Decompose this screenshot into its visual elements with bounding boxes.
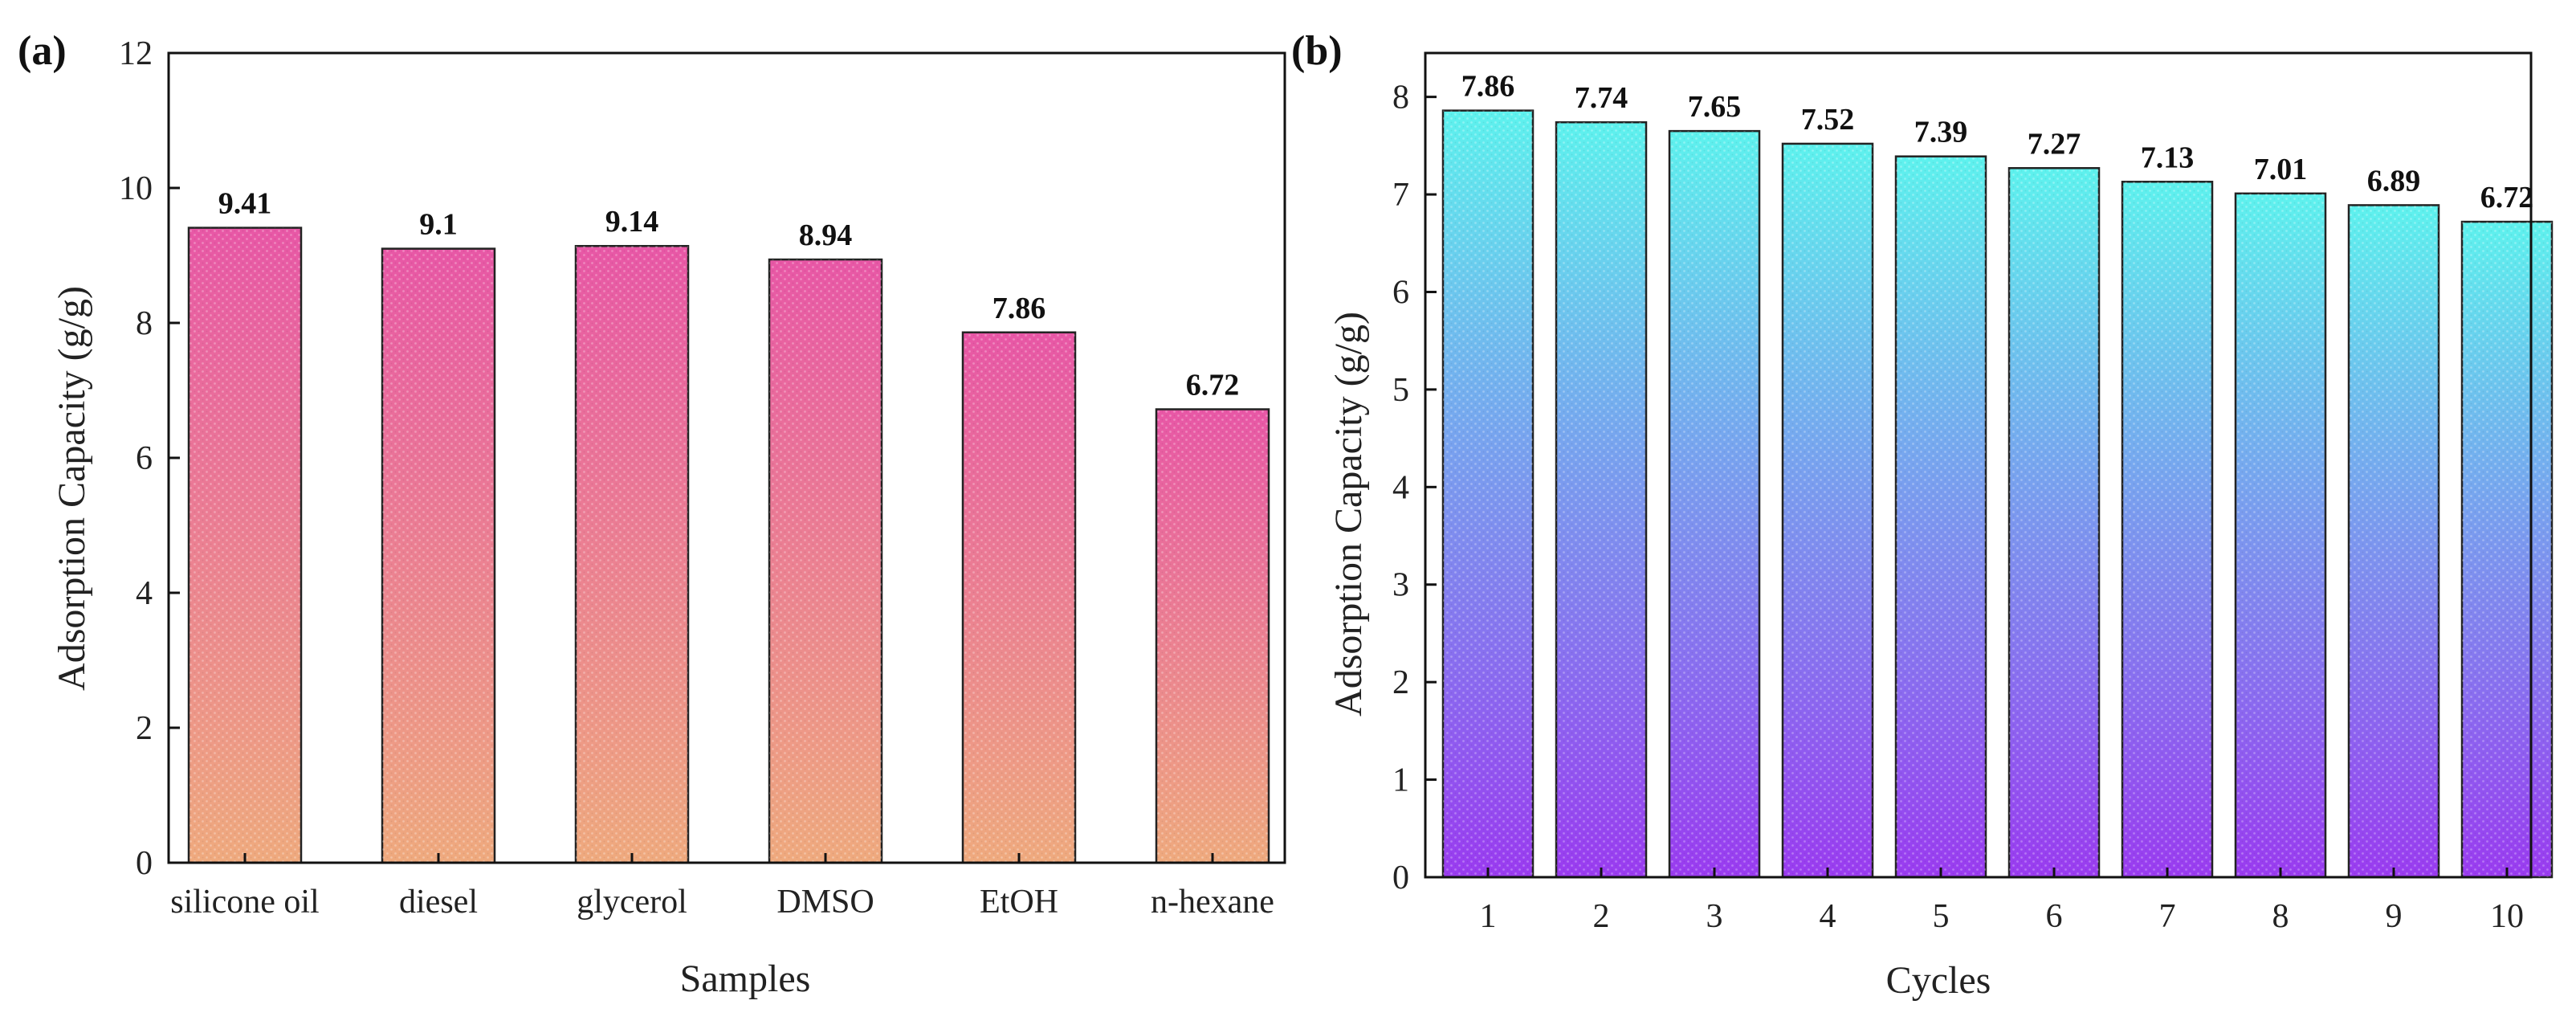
panel-b-xtick-label: 1: [1480, 898, 1497, 935]
panel-b-ytick-label: 7: [1392, 177, 1409, 214]
panel-a-ytick-label: 10: [119, 170, 153, 207]
panel-b-xtick-label: 5: [1933, 898, 1950, 935]
panel-a-xtick-label: diesel: [399, 884, 478, 921]
panel-a-xtick-label: DMSO: [776, 884, 874, 921]
panel-a-ytick-label: 8: [136, 305, 153, 342]
panel-b-value-label: 7.01: [2254, 153, 2308, 186]
panel-b-xtick-label: 3: [1706, 898, 1723, 935]
panel-a-value-label: 9.41: [218, 187, 272, 221]
panel-b-bar-texture: [2122, 182, 2212, 878]
panel-a-bar-texture: [963, 332, 1075, 863]
panel-b-xtick-label: 4: [1820, 898, 1836, 935]
panel-a-bar-texture: [1156, 409, 1269, 863]
panel-b-xtick-label: 9: [2386, 898, 2403, 935]
panel-a-bar-texture: [769, 259, 882, 863]
panel-a-value-label: 9.1: [419, 208, 458, 242]
panel-a-ytick-label: 12: [119, 35, 153, 72]
panel-b-value-label: 6.89: [2367, 164, 2421, 198]
panel-a-xtick-label: glycerol: [577, 884, 687, 921]
panel-b-ylabel: Adsorption Capacity (g/g): [1327, 312, 1370, 717]
panel-a-ytick-label: 6: [136, 440, 153, 477]
panel-b-ytick-label: 4: [1392, 469, 1409, 506]
panel-a-value-label: 6.72: [1186, 369, 1240, 402]
panel-a-bar-texture: [576, 246, 688, 863]
panel-b-ytick-label: 8: [1392, 80, 1409, 116]
panel-a-value-label: 8.94: [799, 218, 853, 252]
panel-b-label: (b): [1291, 28, 1343, 74]
panel-b-bar-texture: [2236, 193, 2325, 877]
panel-b-value-label: 7.39: [1914, 116, 1968, 149]
panel-a-value-label: 7.86: [992, 292, 1046, 325]
panel-a-ytick-label: 2: [136, 710, 153, 747]
panel-a-bar-texture: [382, 248, 495, 864]
panel-b-plot-frame: [1424, 51, 2533, 879]
panel-b-ytick-label: 2: [1392, 664, 1409, 701]
panel-b-bar-texture: [2349, 205, 2439, 877]
panel-b-chart: (b) Adsorption Capacity (g/g) Cycles 0 1 2…: [1291, 28, 2554, 1002]
panel-a-ylabel: Adsorption Capacity (g/g): [51, 286, 93, 691]
panel-b-value-label: 7.27: [2028, 127, 2081, 161]
panel-b-ytick-label: 3: [1392, 567, 1409, 604]
panel-b-value-label: 7.74: [1575, 81, 1628, 115]
panel-a-plot-frame: [167, 51, 1286, 864]
panel-b-value-label: 6.72: [2480, 181, 2534, 214]
panel-a-xlabel: Samples: [680, 958, 811, 1000]
panel-b-value-label: 7.52: [1801, 103, 1855, 137]
panel-b-bar-texture: [1896, 156, 1986, 877]
panel-a-label: (a): [18, 28, 67, 74]
panel-b-value-label: 7.13: [2141, 141, 2195, 174]
panel-a-xtick-label: n-hexane: [1151, 884, 1274, 921]
panel-b-ytick-label: 0: [1392, 860, 1409, 896]
panel-b-ytick-label: 1: [1392, 762, 1409, 799]
panel-a-ytick-label: 0: [136, 845, 153, 882]
panel-b-value-label: 7.65: [1688, 90, 1742, 124]
panel-b-xtick-label: 7: [2159, 898, 2176, 935]
panel-b-bar-texture: [1783, 143, 1873, 877]
panel-b-ytick-label: 5: [1392, 372, 1409, 409]
panel-b-ytick-label: 6: [1392, 274, 1409, 311]
panel-b-xlabel: Cycles: [1886, 959, 1991, 1002]
panel-a-bar-texture: [189, 227, 301, 863]
panel-a-chart: (a) Adsorption Capacity (g/g) Samples 0 2…: [18, 28, 1286, 1000]
panel-a-value-label: 9.14: [605, 205, 659, 239]
panel-b-bar-texture: [1556, 122, 1646, 878]
panel-b-bar-texture: [2462, 222, 2552, 878]
panel-a-xtick-label: silicone oil: [170, 884, 319, 921]
panel-a-xtick-label: EtOH: [980, 884, 1058, 921]
panel-b-xtick-label: 10: [2490, 898, 2524, 935]
panel-b-xtick-label: 8: [2272, 898, 2289, 935]
panel-b-bar-texture: [1669, 131, 1759, 877]
panel-a-ytick-label: 4: [136, 575, 153, 612]
panel-b-bar-texture: [2009, 168, 2099, 877]
panel-b-xtick-label: 2: [1593, 898, 1610, 935]
panel-b-xtick-label: 6: [2046, 898, 2063, 935]
panel-b-value-label: 7.86: [1461, 70, 1515, 104]
panel-b-bar-texture: [1443, 110, 1533, 877]
